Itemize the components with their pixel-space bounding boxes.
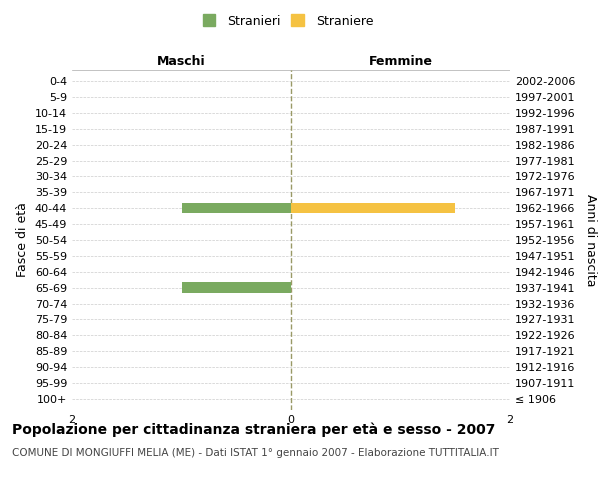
Legend: Stranieri, Straniere: Stranieri, Straniere: [199, 11, 377, 32]
Text: COMUNE DI MONGIUFFI MELIA (ME) - Dati ISTAT 1° gennaio 2007 - Elaborazione TUTTI: COMUNE DI MONGIUFFI MELIA (ME) - Dati IS…: [12, 448, 499, 458]
Text: Popolazione per cittadinanza straniera per età e sesso - 2007: Popolazione per cittadinanza straniera p…: [12, 422, 496, 437]
Bar: [291, 203, 455, 213]
Text: Maschi: Maschi: [157, 56, 206, 68]
Bar: [182, 203, 291, 213]
Y-axis label: Anni di nascita: Anni di nascita: [584, 194, 597, 286]
Text: Femmine: Femmine: [368, 56, 433, 68]
Bar: [182, 282, 291, 293]
Y-axis label: Fasce di età: Fasce di età: [16, 202, 29, 278]
